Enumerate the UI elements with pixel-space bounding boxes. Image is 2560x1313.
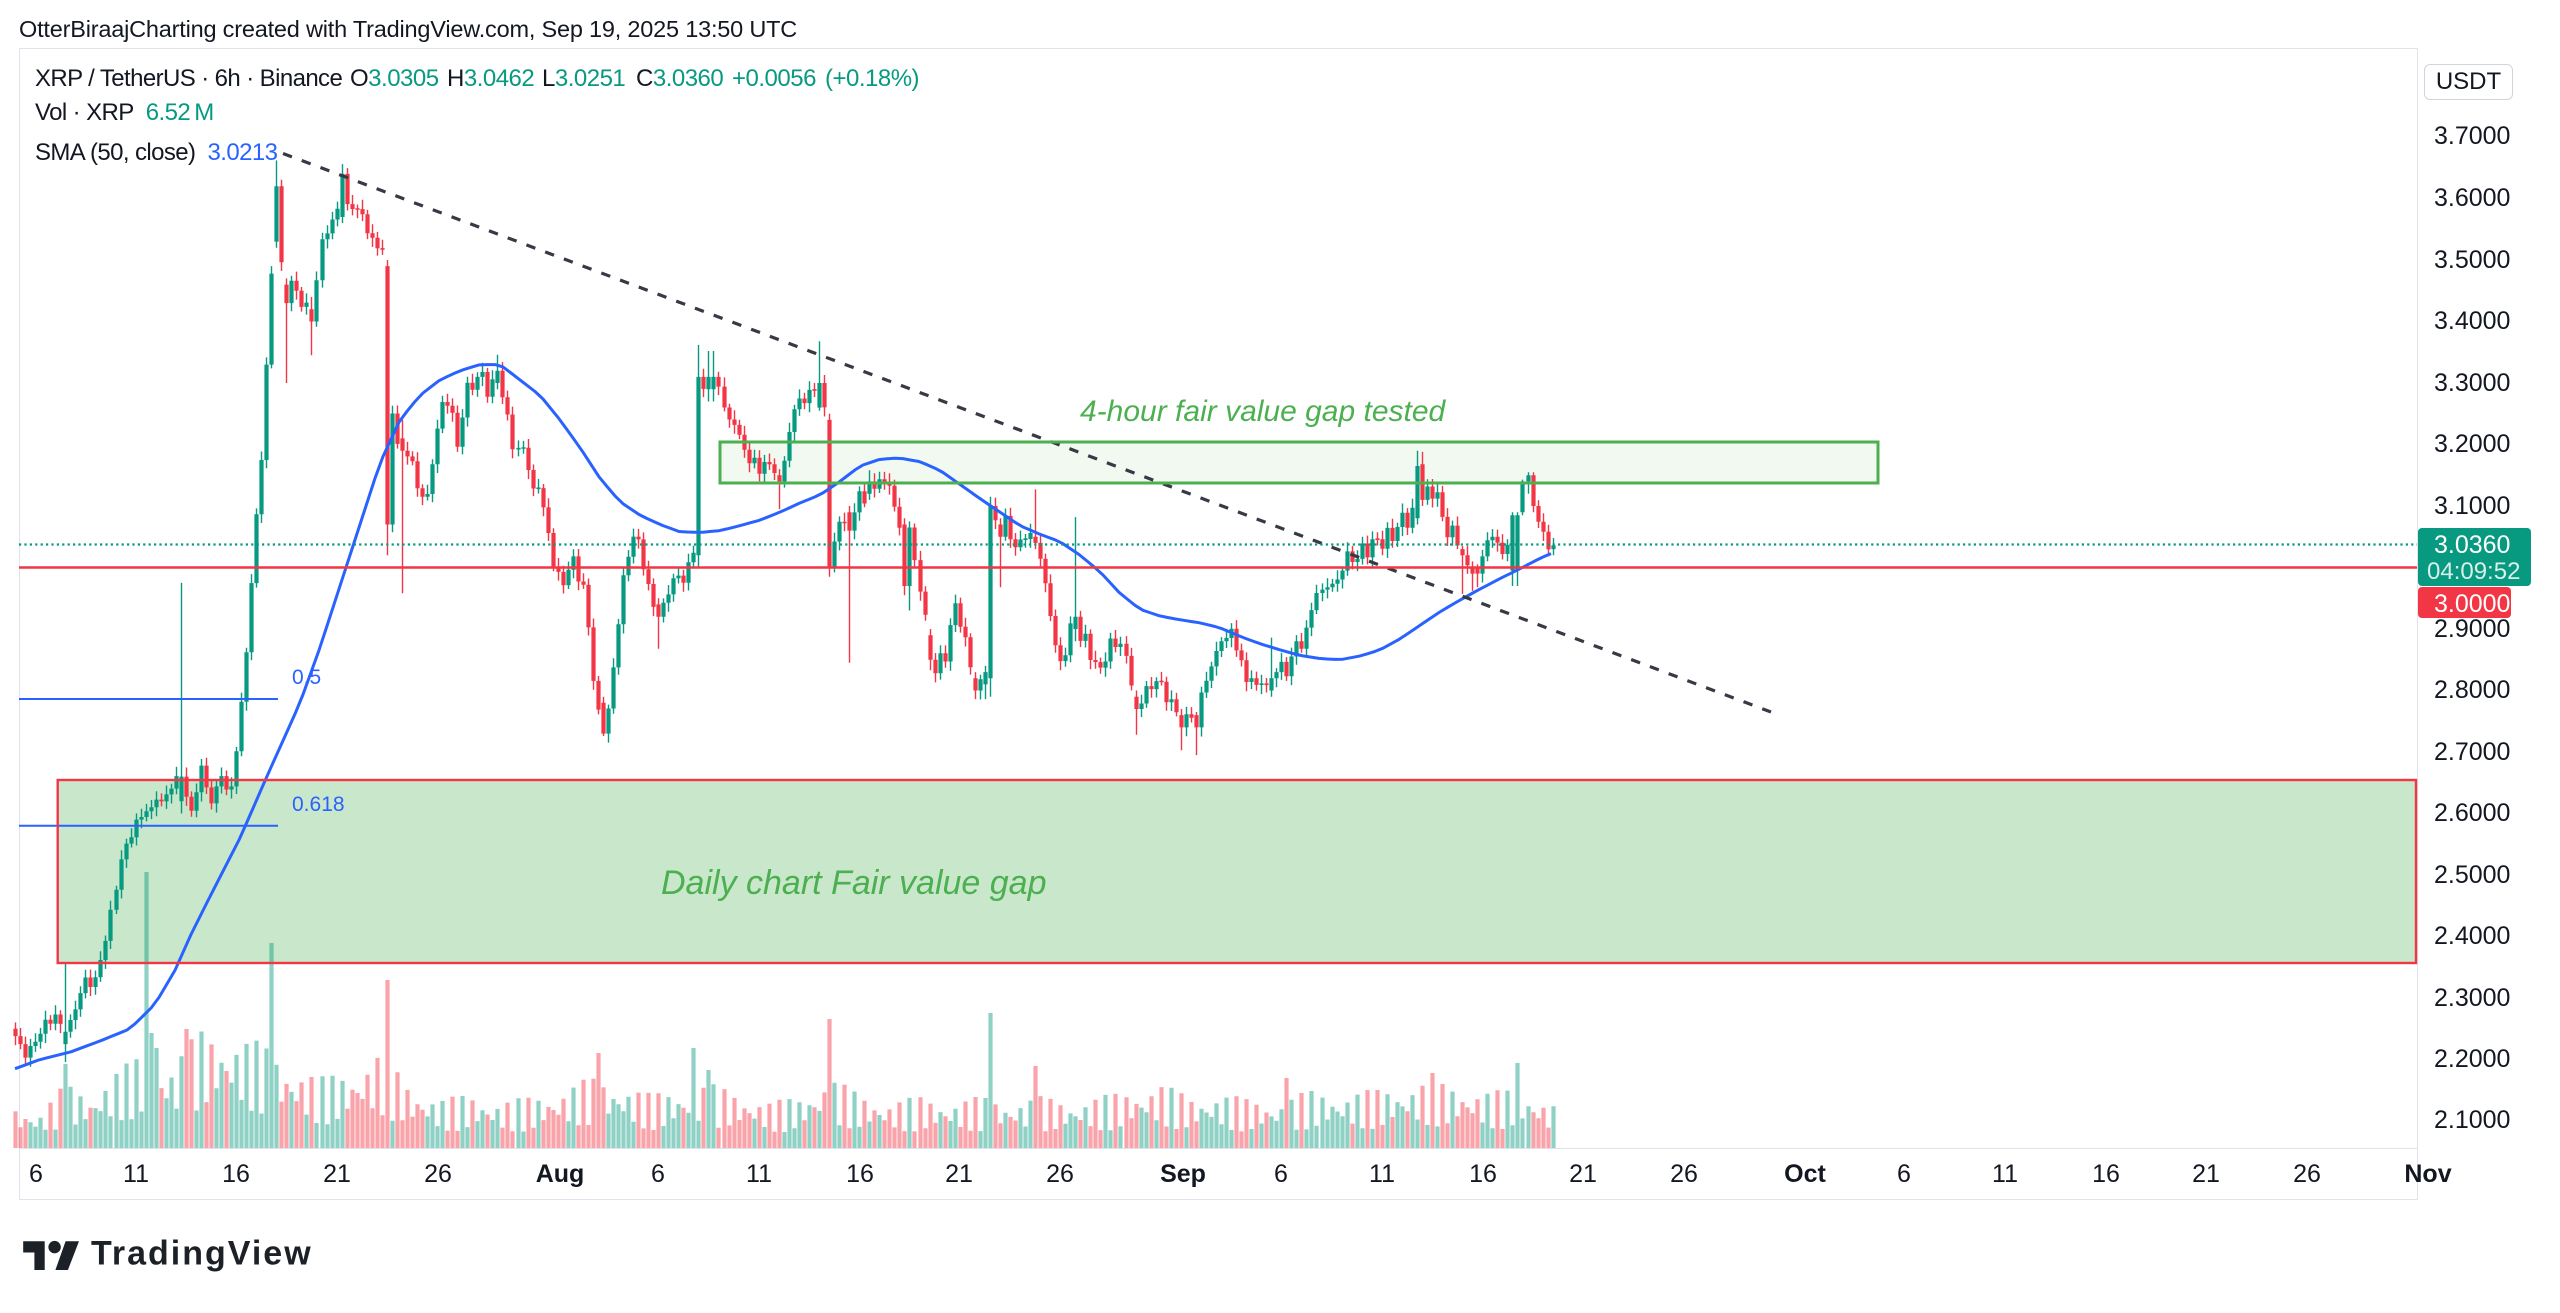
svg-text:TradingView: TradingView [91,1237,313,1273]
